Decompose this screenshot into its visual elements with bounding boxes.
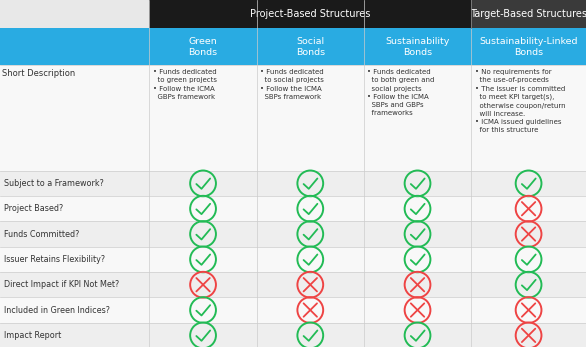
Bar [0, 221, 586, 247]
Text: Project-Based Structures: Project-Based Structures [250, 9, 370, 19]
Bar [471, 0, 586, 28]
Text: Sustainability-Linked
Bonds: Sustainability-Linked Bonds [479, 37, 578, 57]
Bar [0, 323, 586, 347]
Bar [0, 171, 586, 196]
Bar [0, 297, 586, 323]
Text: • No requirements for
  the use-of-proceeds
• The issuer is committed
  to meet : • No requirements for the use-of-proceed… [475, 69, 565, 133]
Bar [0, 65, 586, 171]
Bar [0, 28, 149, 65]
Text: Issuer Retains Flexibility?: Issuer Retains Flexibility? [4, 255, 105, 264]
Text: Short Description: Short Description [2, 69, 76, 78]
Bar [364, 28, 471, 65]
Text: Funds Committed?: Funds Committed? [4, 230, 79, 238]
Text: Target-Based Structures: Target-Based Structures [470, 9, 586, 19]
Bar [0, 196, 586, 221]
Text: Project Based?: Project Based? [4, 204, 63, 213]
Text: Direct Impact if KPI Not Met?: Direct Impact if KPI Not Met? [4, 280, 119, 289]
Bar [149, 0, 471, 28]
Text: Impact Report: Impact Report [4, 331, 61, 340]
Text: Subject to a Framework?: Subject to a Framework? [4, 179, 103, 188]
Text: Social
Bonds: Social Bonds [296, 37, 325, 57]
Bar [471, 28, 586, 65]
Text: Green
Bonds: Green Bonds [189, 37, 217, 57]
Text: Included in Green Indices?: Included in Green Indices? [4, 306, 110, 314]
Text: • Funds dedicated
  to social projects
• Follow the ICMA
  SBPs framework: • Funds dedicated to social projects • F… [260, 69, 324, 100]
Text: • Funds dedicated
  to green projects
• Follow the ICMA
  GBPs framework: • Funds dedicated to green projects • Fo… [153, 69, 217, 100]
Text: • Funds dedicated
  to both green and
  social projects
• Follow the ICMA
  SBPs: • Funds dedicated to both green and soci… [367, 69, 435, 116]
Text: Sustainability
Bonds: Sustainability Bonds [386, 37, 449, 57]
Bar [257, 28, 364, 65]
Bar [0, 247, 586, 272]
Bar [149, 28, 257, 65]
Bar [0, 272, 586, 297]
